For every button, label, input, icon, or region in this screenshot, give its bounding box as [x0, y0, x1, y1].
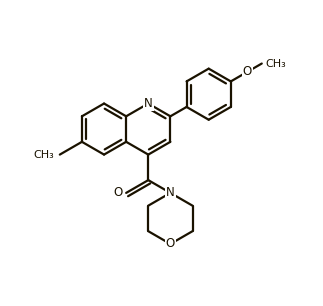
- Text: CH₃: CH₃: [265, 58, 286, 69]
- Text: O: O: [114, 186, 123, 200]
- Text: N: N: [144, 97, 153, 110]
- Text: CH₃: CH₃: [33, 150, 54, 160]
- Text: N: N: [166, 186, 175, 200]
- Text: O: O: [243, 65, 252, 78]
- Text: O: O: [166, 237, 175, 251]
